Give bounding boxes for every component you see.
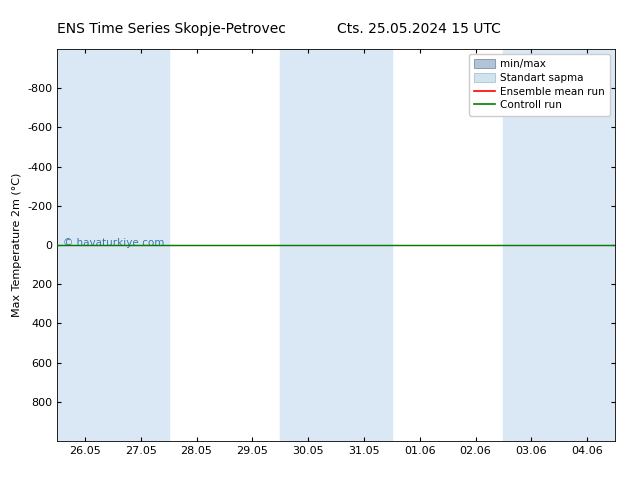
Text: ENS Time Series Skopje-Petrovec: ENS Time Series Skopje-Petrovec (56, 22, 286, 36)
Text: Cts. 25.05.2024 15 UTC: Cts. 25.05.2024 15 UTC (337, 22, 500, 36)
Bar (113, 49, 169, 441)
Bar (559, 49, 615, 441)
Bar (280, 49, 336, 441)
Y-axis label: Max Temperature 2m (°C): Max Temperature 2m (°C) (11, 173, 22, 317)
Text: © havaturkiye.com: © havaturkiye.com (63, 238, 164, 248)
Legend: min/max, Standart sapma, Ensemble mean run, Controll run: min/max, Standart sapma, Ensemble mean r… (469, 54, 610, 116)
Bar (503, 49, 559, 441)
Bar (57, 49, 113, 441)
Bar (336, 49, 392, 441)
